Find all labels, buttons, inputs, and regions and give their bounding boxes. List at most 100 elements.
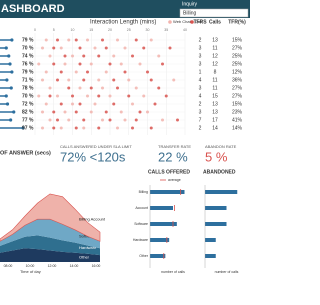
chat-dot (108, 94, 112, 98)
chat-dot (71, 102, 74, 106)
chat-dot (71, 54, 74, 58)
chat-dot (138, 62, 142, 66)
sla-dot (21, 126, 25, 130)
call-dot (97, 94, 101, 98)
sla-dot (4, 94, 8, 98)
x-tick-label: 12:00 (48, 264, 57, 268)
call-dot (149, 126, 153, 130)
x-tick-label: 30 (146, 28, 150, 32)
tfrs: 4 (199, 77, 202, 83)
calls: 17 (212, 117, 218, 123)
bar (150, 222, 177, 226)
bar (205, 222, 227, 226)
chat-dot (86, 38, 89, 42)
call-dot (131, 54, 134, 58)
sla-dot (9, 118, 13, 122)
sla-label: 79 % (22, 37, 34, 43)
chat-dot (59, 46, 63, 50)
sla-label: 70 % (22, 45, 34, 51)
calls: 11 (212, 77, 217, 83)
chat-dot (67, 118, 71, 122)
chat-dot (63, 110, 67, 114)
series-label: Hardware (79, 245, 97, 250)
chat-dot (59, 126, 63, 130)
call-dot (71, 94, 74, 98)
bar (150, 190, 185, 194)
tfrs: 3 (199, 53, 202, 59)
x-axis-label: number of calls (161, 270, 185, 274)
tfrs: 2 (199, 101, 202, 107)
call-dot (74, 38, 78, 42)
x-tick-label: 08:00 (4, 264, 13, 268)
chat-dot (123, 46, 127, 50)
call-dot (74, 126, 78, 130)
call-dot (56, 78, 59, 82)
series-label: Other (79, 254, 90, 259)
x-tick-label: 15 (89, 28, 93, 32)
tfr: 23% (232, 109, 243, 115)
speed-title: OF ANSWER (secs) (0, 150, 51, 156)
x-tick-label: 40 (183, 28, 187, 32)
tfrs: 2 (199, 37, 202, 43)
kpi-value: 22 % (158, 149, 188, 164)
call-dot (56, 38, 59, 42)
call-dot (131, 126, 134, 130)
bar (205, 238, 216, 242)
filter-value[interactable]: Billing (183, 10, 197, 16)
chat-dot (116, 38, 119, 42)
x-axis-label: number of calls (215, 270, 239, 274)
tfr: 15% (232, 37, 243, 43)
x-tick-label: 5 (53, 28, 55, 32)
chat-dot (101, 118, 104, 122)
call-dot (127, 94, 131, 98)
calls: 15 (212, 93, 218, 99)
tfr: 27% (232, 93, 243, 99)
call-dot (134, 118, 138, 122)
tfr: 14% (232, 125, 243, 131)
call-dot (82, 78, 86, 82)
calls: 12 (212, 61, 218, 67)
tfr: 27% (232, 45, 243, 51)
tfrs: 2 (199, 125, 202, 131)
tfr: 25% (232, 61, 243, 67)
calls: 8 (214, 69, 217, 75)
tfr: 36% (232, 77, 243, 83)
chat-dot (142, 94, 146, 98)
call-dot (78, 102, 82, 106)
area (0, 235, 100, 256)
call-dot (52, 110, 56, 114)
call-dot (86, 70, 89, 74)
chat-dot (112, 54, 116, 58)
chat-dot (119, 110, 123, 114)
chat-dot (48, 118, 52, 122)
calls: 11 (212, 45, 217, 51)
call-dot (142, 46, 146, 50)
call-dot (108, 118, 112, 122)
kpi-value: 5 % (205, 149, 228, 164)
bar (150, 238, 170, 242)
chat-dot (149, 38, 153, 42)
category: Software (134, 222, 148, 226)
x-tick-label: 16:00 (92, 264, 101, 268)
chat-dot (101, 86, 104, 90)
sla-label: 82 % (22, 109, 34, 115)
filter-dropdown[interactable] (179, 8, 249, 18)
sla-label: 78 % (22, 85, 34, 91)
sla-dot (5, 78, 9, 82)
chat-dot (44, 38, 48, 42)
sla-label: SLA (86, 209, 96, 215)
call-dot (101, 38, 104, 42)
tfr: 41% (232, 117, 243, 123)
column-header: Calls (209, 19, 221, 25)
chat-dot (63, 62, 67, 66)
call-dot (67, 86, 71, 90)
x-tick-label: 35 (164, 28, 168, 32)
call-dot (134, 38, 138, 42)
call-dot (82, 54, 86, 58)
chat-dot (44, 70, 48, 74)
chat-dot (48, 86, 52, 90)
bar (205, 206, 227, 210)
tfrs: 3 (199, 45, 202, 51)
calls: 13 (212, 109, 218, 115)
call-dot (146, 70, 149, 74)
